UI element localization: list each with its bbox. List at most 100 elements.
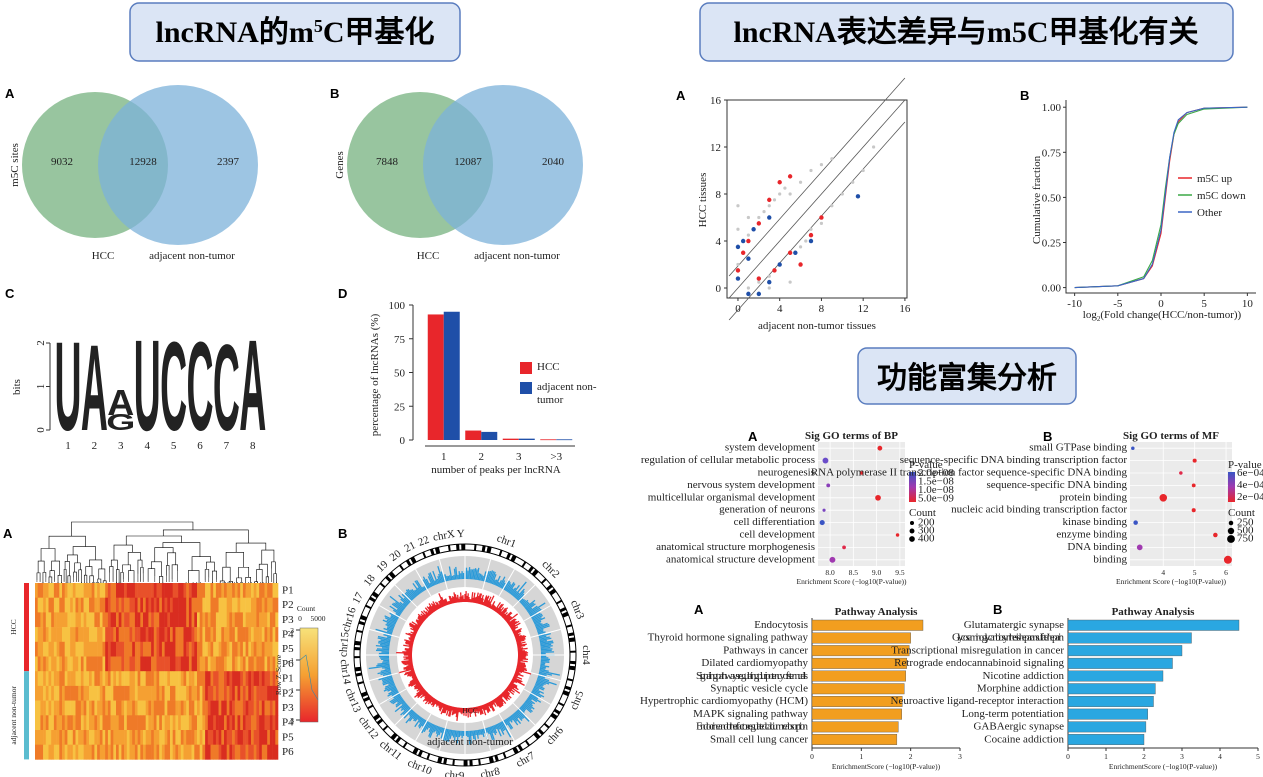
red-track	[406, 672, 416, 677]
heatmap-cell	[188, 715, 192, 731]
heatmap-cell	[267, 715, 271, 731]
blue-track	[428, 724, 435, 737]
heatmap-cell	[126, 744, 130, 760]
heatmap-cell	[172, 744, 176, 760]
heatmap-cell	[175, 744, 179, 760]
blue-track	[423, 586, 427, 591]
point	[788, 280, 792, 284]
heatmap-cell	[56, 656, 60, 672]
blue-track	[524, 599, 536, 609]
blue-track	[476, 567, 480, 581]
heatmap-cell	[72, 612, 76, 628]
red-track	[517, 646, 522, 649]
heatmap-cell	[161, 700, 165, 716]
heatmap-cell	[188, 700, 192, 716]
heatmap-cell	[64, 583, 68, 598]
blue-track	[510, 587, 517, 595]
blue-track	[525, 700, 533, 707]
heatmap-cell	[170, 656, 173, 672]
heatmap-cell	[261, 730, 265, 745]
red-track	[516, 665, 525, 669]
heatmap-cell	[175, 671, 179, 687]
x-tick-label: 4	[144, 440, 150, 452]
blue-track	[377, 635, 391, 640]
heatmap-cell	[86, 671, 90, 687]
heatmap-cell	[143, 641, 146, 657]
red-track	[480, 598, 484, 605]
blue-track	[536, 680, 546, 685]
blue-track	[384, 684, 396, 690]
heatmap-cell	[148, 730, 152, 745]
heatmap-cell	[53, 700, 57, 716]
heatmap-cell	[102, 671, 106, 687]
heatmap-cell	[67, 744, 71, 760]
heatmap-cell	[202, 700, 206, 716]
heatmap-cell	[215, 730, 219, 745]
red-track	[428, 603, 436, 612]
heatmap-cell	[89, 700, 92, 716]
heatmap-cell	[37, 744, 41, 760]
red-track	[511, 626, 516, 630]
blue-track	[495, 724, 502, 737]
heatmap-cell	[107, 627, 111, 643]
heatmap-cell	[75, 641, 79, 657]
point	[798, 262, 803, 267]
red-track	[499, 607, 507, 616]
heatmap-cell	[97, 671, 101, 687]
blue-track	[540, 649, 552, 652]
heatmap-cell	[170, 583, 173, 598]
plot-title: Sig GO terms of BP	[805, 430, 898, 442]
heatmap-cell	[183, 700, 187, 716]
heatmap-cell	[151, 612, 155, 628]
red-track	[476, 706, 480, 714]
x-tick-label: -10	[1067, 298, 1082, 310]
row-label: P4	[282, 717, 294, 729]
heatmap-cell	[62, 671, 65, 687]
panel-label: B	[1020, 88, 1029, 103]
heatmap-cell	[205, 730, 209, 745]
heatmap-cell	[99, 627, 103, 643]
blue-track	[515, 711, 524, 720]
dot	[842, 545, 846, 550]
heatmap-cell	[183, 597, 187, 613]
heatmap-cell	[151, 583, 155, 598]
heatmap-cell	[140, 641, 144, 657]
red-track	[412, 675, 417, 679]
blue-track	[538, 635, 547, 639]
heatmap-cell	[226, 700, 230, 716]
sector-line	[523, 688, 551, 705]
heatmap-cell	[205, 612, 209, 628]
red-track	[517, 659, 528, 663]
red-track	[447, 600, 451, 605]
dendrogram	[235, 542, 267, 553]
red-track	[472, 592, 476, 603]
red-track	[478, 597, 482, 605]
red-track	[451, 706, 455, 716]
heatmap-cell	[45, 656, 49, 672]
term-label: small GTPase binding	[1029, 442, 1127, 454]
heatmap-cell	[215, 641, 219, 657]
heatmap-cell	[188, 656, 192, 672]
x-tick-label: 4	[777, 303, 783, 315]
blue-track	[438, 727, 443, 736]
dendrogram	[125, 535, 182, 546]
dot	[1133, 520, 1138, 525]
red-track	[483, 704, 487, 711]
red-track	[456, 597, 459, 603]
heatmap-cell	[205, 700, 209, 716]
heatmap-cell	[99, 671, 103, 687]
heatmap-cell	[170, 715, 173, 731]
red-track	[486, 702, 490, 707]
heatmap-cell	[134, 641, 138, 657]
heatmap-cell	[226, 612, 230, 628]
heatmap-cell	[210, 597, 214, 613]
heatmap-cell	[164, 685, 168, 701]
red-track	[485, 599, 489, 607]
heatmap-cell	[226, 715, 230, 731]
red-track	[430, 603, 437, 611]
heatmap-cell	[148, 671, 152, 687]
heatmap-cell	[240, 656, 244, 672]
count-tick-label: 5000	[311, 614, 326, 623]
heatmap-cell	[151, 627, 155, 643]
red-track	[509, 620, 520, 628]
